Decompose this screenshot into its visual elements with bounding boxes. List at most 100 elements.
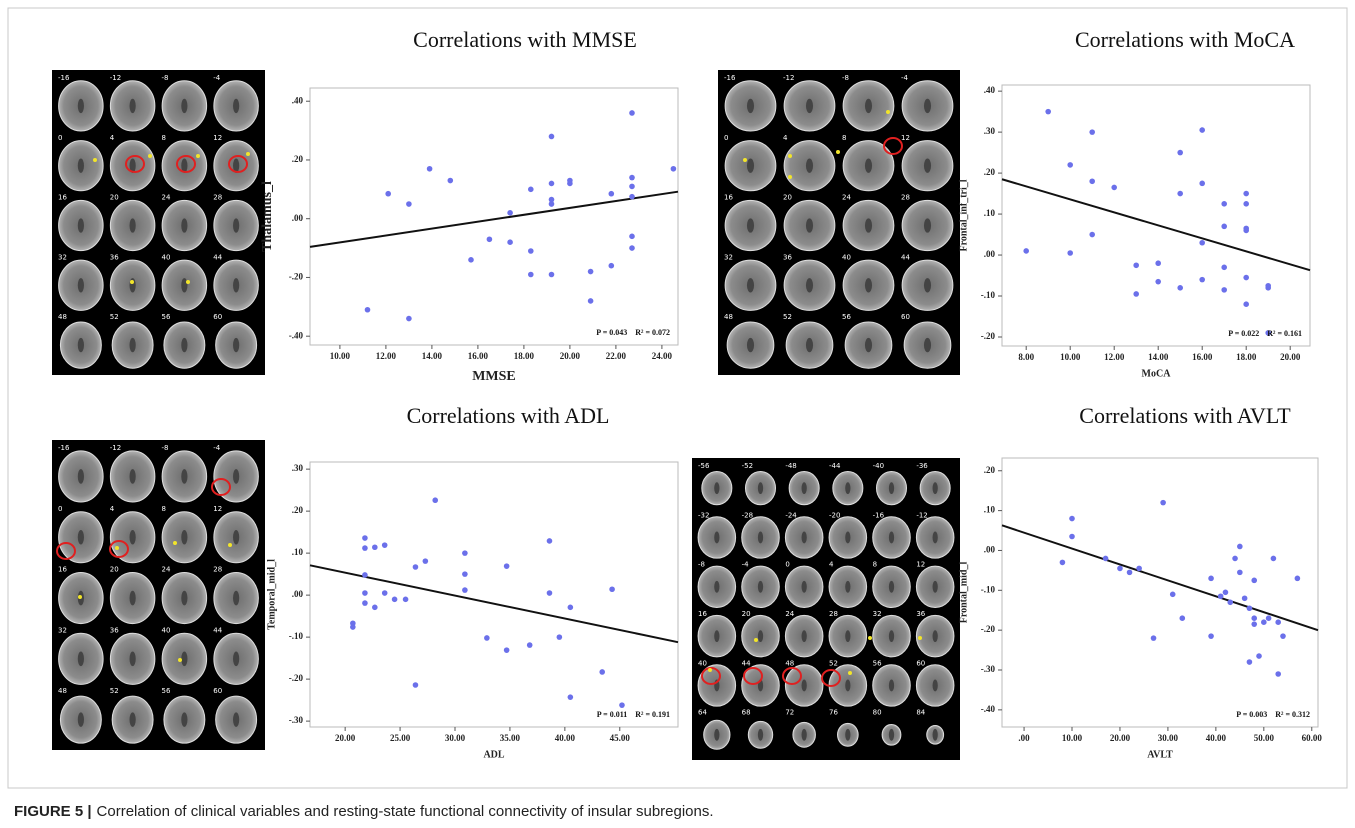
slice-label: -12 (916, 511, 927, 519)
y-tick-label: -.20 (981, 624, 996, 634)
y-axis-label: Frontal_inf_tri_l (958, 179, 969, 251)
highlight-circle (228, 155, 248, 173)
slice-label: 48 (724, 313, 733, 321)
brain-panel (692, 458, 960, 760)
point (362, 535, 368, 541)
stats-text: P = 0.003 (1236, 710, 1267, 719)
y-tick-label: .00 (984, 249, 996, 259)
slice-label: 0 (785, 561, 789, 569)
ventricle (129, 529, 136, 545)
y-axis-label: Temporal_mid_l (266, 559, 277, 630)
ventricle (746, 158, 755, 173)
point (1280, 633, 1286, 639)
x-tick-label: 20.00 (1110, 733, 1131, 743)
x-tick-label: 40.00 (1206, 733, 1227, 743)
y-tick-label: .20 (292, 154, 304, 164)
x-tick-label: 12.00 (376, 351, 397, 361)
point (1221, 223, 1227, 230)
x-axis-label: AVLT (1147, 749, 1173, 760)
slice-label: 52 (829, 659, 838, 667)
ventricle (801, 679, 807, 692)
slice-label: 12 (213, 134, 222, 142)
ventricle (845, 482, 851, 495)
point (1237, 569, 1243, 576)
ventricle (805, 278, 814, 293)
y-tick-label: .20 (292, 505, 304, 515)
point (1155, 260, 1161, 267)
ventricle (77, 218, 84, 233)
activation-spot (868, 636, 872, 640)
slice-label: 16 (58, 566, 67, 574)
slice-label: 20 (783, 194, 792, 202)
slice-label: 4 (829, 561, 834, 569)
point (1208, 633, 1214, 639)
point (629, 245, 635, 251)
ventricle (181, 651, 188, 667)
x-tick-label: 8.00 (1018, 352, 1034, 362)
y-tick-label: .40 (984, 85, 996, 95)
slice-label: 20 (110, 566, 119, 574)
point (546, 538, 553, 544)
point (1089, 231, 1095, 238)
point (462, 550, 468, 556)
point (1150, 635, 1157, 641)
slice-label: 24 (785, 610, 794, 618)
caption-label: FIGURE 5 | (14, 803, 92, 820)
x-axis-label: MoCA (1142, 368, 1172, 379)
ventricle (233, 529, 240, 545)
y-tick-label: .00 (984, 545, 996, 555)
ventricle (129, 218, 136, 233)
ventricle (932, 531, 938, 544)
plot-frame (309, 461, 679, 728)
point (422, 558, 429, 564)
point (1221, 287, 1227, 293)
slice-label: 24 (162, 194, 171, 202)
activation-spot (848, 671, 852, 675)
point (619, 702, 625, 708)
point (1265, 282, 1271, 289)
slice-label: 36 (110, 626, 119, 634)
slice-label: 28 (829, 610, 838, 618)
point (1243, 274, 1249, 281)
ventricle (864, 337, 873, 353)
point (462, 571, 468, 577)
slice-label: 8 (162, 134, 166, 142)
slice-label: 24 (162, 566, 171, 574)
ventricle (801, 728, 807, 741)
slice-label: 36 (783, 253, 792, 261)
activation-spot (196, 154, 200, 158)
plot-frame (1001, 457, 1319, 728)
point (468, 257, 474, 263)
point (350, 624, 356, 630)
ventricle (805, 98, 814, 114)
point (462, 587, 468, 593)
ventricle (181, 158, 188, 173)
y-tick-label: -.20 (289, 673, 304, 683)
ventricle (714, 531, 720, 544)
point (1241, 595, 1248, 602)
x-tick-label: 20.00 (335, 733, 356, 743)
point (567, 694, 574, 700)
slice-label: -8 (842, 74, 849, 82)
ventricle (129, 337, 136, 353)
ventricle (129, 712, 136, 727)
ventricle (233, 590, 240, 606)
activation-spot (918, 636, 922, 640)
point (1089, 178, 1095, 185)
point (1069, 515, 1075, 522)
slice-label: -8 (698, 561, 705, 569)
x-tick-label: 50.00 (1254, 733, 1275, 743)
point (1067, 162, 1073, 168)
slice-label: 0 (58, 505, 62, 513)
point (426, 165, 433, 172)
x-axis-label: ADL (483, 749, 504, 760)
slice-label: 36 (110, 253, 119, 261)
point (1217, 593, 1224, 600)
stats-annotation: P = 0.022 R² = 0.161 (1228, 329, 1302, 338)
point (1059, 559, 1066, 566)
ventricle (845, 630, 851, 643)
y-tick-label: .40 (292, 95, 304, 105)
slice-label: 48 (58, 313, 67, 321)
y-axis-label: Thalamus_l (260, 181, 275, 252)
